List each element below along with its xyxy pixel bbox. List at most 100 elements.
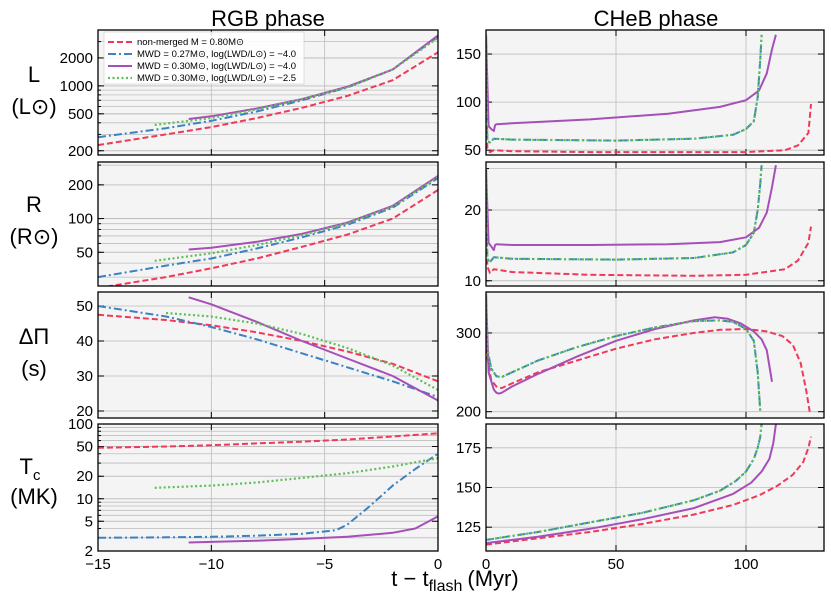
series-line-wd027-core_temperature-rgb [98,452,438,539]
tick-label-y-luminosity-cheb: 50 [464,142,481,159]
series-line-non_merged-radius-rgb [104,189,438,286]
tick-label-x-core_temperature-cheb: 0 [482,556,490,573]
series-line-non_merged-core_temperature-cheb [486,436,812,546]
row-label-luminosity-symbol: L [28,62,40,87]
panel-background-period_spacing-rgb [98,292,438,418]
panel-background-radius-cheb [486,162,824,286]
cheb-column-title: CHeB phase [594,6,719,31]
x-axis-label-sub: flash [429,578,463,595]
panel-frame-radius-cheb [485,161,825,287]
row-label-core-temperature: Tc (MK) [10,454,58,509]
panel-frame-radius-rgb [97,161,439,287]
legend-entry-non-merged: non-merged M = 0.80M⊙ [108,37,244,48]
panel-core_temperature-rgb: 2 5 10 20 50 100 −15 −10 −5 0 [68,416,442,573]
tick-label-y-period_spacing-rgb: 30 [76,368,93,385]
x-axis-label: t − tflash (Myr) [391,566,518,595]
tick-label-x-core_temperature-cheb: 50 [608,556,625,573]
panel-radius-rgb: 50 100 200 [68,161,439,287]
panel-frame-period_spacing-rgb [97,291,439,419]
series-line-wd027-period_spacing-rgb [98,305,438,398]
series-line-non_merged-luminosity-rgb [98,51,438,147]
tick-label-y-luminosity-rgb: 500 [68,106,93,123]
legend-entry-wd030-4: MWD = 0.30M⊙, log(LWD/L⊙) = −4.0 [108,61,296,72]
x-axis-label-main: t − t [391,566,428,591]
series-line-wd027-luminosity-cheb [486,34,763,144]
series-line-wd027-core_temperature-cheb [486,424,763,541]
legend-entry-wd027: MWD = 0.27M⊙, log(LWD/L⊙) = −4.0 [108,49,296,60]
series-line-wd030_25-radius-rgb [154,176,438,262]
row-label-period-spacing-unit: (s) [21,356,47,381]
panel-luminosity-cheb: 50 100 150 [456,29,825,159]
legend-label-non-merged: non-merged M = 0.80M⊙ [137,37,244,48]
series-line-wd030_4-core_temperature-cheb [486,424,777,545]
tick-label-y-luminosity-cheb: 100 [456,94,481,111]
row-label-core-temperature-unit: (MK) [10,484,58,509]
row-label-period-spacing: ΔΠ (s) [19,324,50,381]
series-line-non_merged-core_temperature-rgb [98,432,438,449]
tick-label-y-luminosity-cheb: 150 [456,46,481,63]
row-label-core-temperature-sub: c [33,467,41,484]
series-line-wd030_4-luminosity-cheb [486,34,777,132]
series-line-non_merged-luminosity-cheb [486,34,812,154]
series-line-non_merged-period_spacing-cheb [486,293,811,412]
row-label-core-temperature-symbol: Tc [20,454,41,484]
legend-label-wd030-25: MWD = 0.30M⊙, log(LWD/L⊙) = −2.5 [137,73,296,84]
tick-label-x-core_temperature-rgb: −15 [85,556,110,573]
series-line-wd030_25-period_spacing-cheb [486,293,762,412]
rgb-column-title: RGB phase [211,6,325,31]
series-line-wd027-radius-rgb [98,177,438,279]
panel-background-period_spacing-cheb [486,292,824,418]
legend-box [103,31,305,85]
tick-label-y-radius-rgb: 100 [68,211,93,228]
tick-label-y-core_temperature-rgb: 20 [76,468,93,485]
series-line-wd027-radius-cheb [486,165,763,264]
series-line-wd030_25-radius-cheb [486,165,763,264]
tick-label-y-core_temperature-cheb: 175 [456,440,481,457]
legend: non-merged M = 0.80M⊙ MWD = 0.27M⊙, log(… [103,31,305,85]
tick-label-y-core_temperature-cheb: 125 [456,519,481,536]
legend-entry-wd030-25: MWD = 0.30M⊙, log(LWD/L⊙) = −2.5 [108,73,296,84]
series-line-wd030_4-radius-rgb [188,175,438,251]
tick-label-x-core_temperature-rgb: −10 [199,556,224,573]
panel-frame-core_temperature-rgb [97,423,439,552]
row-label-radius-unit: (R⊙) [10,224,59,249]
series-line-wd030_25-core_temperature-rgb [154,457,438,489]
panel-frame-core_temperature-cheb [485,423,825,552]
series-line-wd030_25-core_temperature-cheb [486,424,763,541]
row-label-period-spacing-symbol: ΔΠ [19,324,50,349]
panel-frame-period_spacing-cheb [485,291,825,419]
row-label-luminosity-unit: (L⊙) [11,94,56,119]
panel-frame-luminosity-cheb [485,29,825,156]
series-line-non_merged-radius-cheb [486,168,812,277]
tick-label-y-luminosity-rgb: 1000 [60,78,93,95]
tick-label-y-luminosity-rgb: 2000 [60,50,93,67]
series-line-wd030_25-luminosity-cheb [486,34,763,144]
series-line-wd030_25-luminosity-rgb [154,36,438,126]
tick-label-y-core_temperature-rgb: 10 [76,491,93,508]
panel-radius-cheb: 10 20 [464,161,825,290]
series-line-wd030_4-core_temperature-rgb [188,515,438,544]
panel-background-luminosity-cheb [486,30,824,155]
row-label-radius: R (R⊙) [10,192,59,249]
panel-core_temperature-cheb: 125 150 175 0 50 100 [456,423,825,573]
panels: 2005001000200050100150501002001020203040… [60,29,825,573]
tick-label-y-period_spacing-rgb: 20 [76,403,93,420]
tick-label-x-core_temperature-rgb: 0 [434,556,442,573]
tick-label-x-core_temperature-cheb: 100 [733,556,758,573]
tick-label-y-core_temperature-rgb: 100 [68,416,93,433]
panel-period_spacing-rgb: 20 30 40 50 [76,291,439,420]
panel-background-core_temperature-rgb [98,424,438,551]
panel-period_spacing-cheb: 200 300 [456,291,825,421]
tick-label-y-luminosity-rgb: 200 [68,143,93,160]
tick-label-y-period_spacing-cheb: 200 [456,404,481,421]
row-label-radius-symbol: R [26,192,42,217]
tick-label-x-core_temperature-rgb: −5 [316,556,333,573]
series-line-wd030_25-period_spacing-rgb [165,311,438,391]
series-line-wd030_4-period_spacing-cheb [486,293,773,395]
row-label-luminosity: L (L⊙) [11,62,56,119]
tick-label-y-period_spacing-rgb: 40 [76,333,93,350]
tick-label-y-core_temperature-rgb: 2 [85,543,93,560]
series-line-wd030_4-period_spacing-rgb [188,296,438,402]
tick-label-y-radius-rgb: 50 [76,244,93,261]
